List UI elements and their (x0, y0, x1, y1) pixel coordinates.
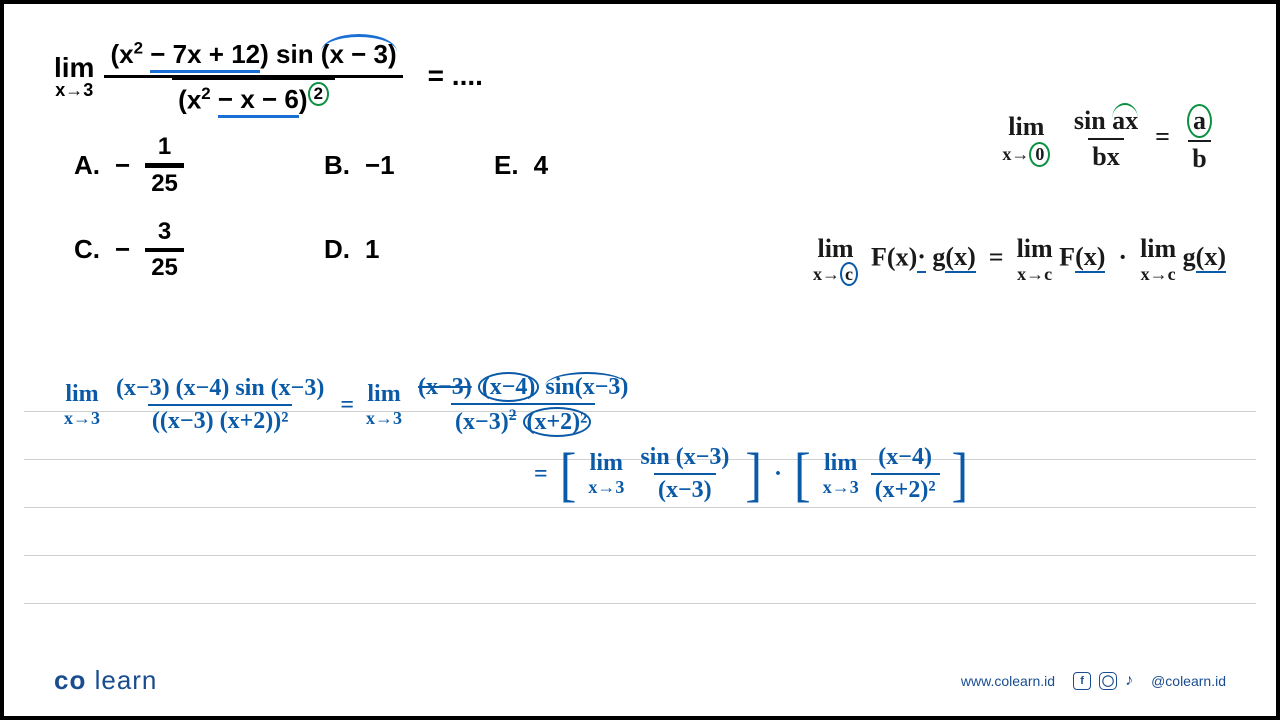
w1r-lim: lim (367, 381, 400, 408)
rule1-lim: lim (1008, 112, 1044, 142)
facebook-icon: f (1073, 672, 1091, 690)
w2-b2-lim: lim (824, 450, 857, 477)
w1-sub: x→3 (64, 408, 100, 429)
social-icons: f ◯ ♪ (1073, 672, 1133, 690)
option-a-prefix: − (115, 150, 130, 181)
logo-part1: co (54, 665, 86, 695)
work-area: lim x→3 (x−3) (x−4) sin (x−3) ((x−3) (x+… (64, 374, 1216, 512)
rule1-eq: = (1155, 122, 1170, 151)
work-line-1: lim x→3 (x−3) (x−4) sin (x−3) ((x−3) (x+… (64, 374, 1216, 436)
numerator: (x2 − 7x + 12) sin (x − 3) (104, 34, 402, 75)
rule2-lim: lim (817, 234, 853, 264)
footer-handle: @colearn.id (1151, 673, 1226, 689)
option-e-label: E. (494, 150, 519, 181)
option-a: A. − 1 25 (74, 133, 324, 198)
option-c: C. − 3 25 (74, 218, 324, 283)
rule1-rhs-a: a (1187, 104, 1212, 138)
rule1-zero: 0 (1029, 142, 1050, 167)
rule1-rhs-b: b (1188, 140, 1210, 174)
option-d-label: D. (324, 234, 350, 265)
footer-right: www.colearn.id f ◯ ♪ @colearn.id (961, 672, 1226, 690)
equals-blank: = .... (428, 60, 483, 92)
w2-b2-sub: x→3 (823, 477, 859, 498)
option-e-value: 4 (534, 150, 548, 181)
option-c-frac: 3 25 (145, 218, 184, 283)
option-c-label: C. (74, 234, 100, 265)
problem-fraction: (x2 − 7x + 12) sin (x − 3) (x2 − x − 6)2 (104, 34, 402, 118)
rule1-den: bx (1088, 138, 1123, 172)
denominator: (x2 − x − 6)2 (172, 78, 335, 119)
logo-part2: learn (95, 665, 158, 695)
instagram-icon: ◯ (1099, 672, 1117, 690)
footer: co learn www.colearn.id f ◯ ♪ @colearn.i… (54, 665, 1226, 696)
option-d: D. 1 (324, 218, 494, 283)
rule-product-limit: lim x→c F(x)· g(x) = lim x→c F(x) · lim … (813, 234, 1226, 285)
option-d-value: 1 (365, 234, 379, 265)
limit-operator: lim x→3 (54, 52, 94, 101)
rule2-r1-sub: x→c (1017, 264, 1052, 285)
w1r-sub: x→3 (366, 408, 402, 429)
w2-b1-sub: x→3 (588, 477, 624, 498)
rule2-r2-sub: x→c (1141, 264, 1176, 285)
w1-num: (x−3) (x−4) sin (x−3) (112, 375, 328, 404)
option-c-prefix: − (115, 234, 130, 265)
w2-eq: = (534, 461, 548, 488)
option-a-label: A. (74, 150, 100, 181)
option-b-value: −1 (365, 150, 395, 181)
tiktok-icon: ♪ (1125, 672, 1133, 690)
rule2-eq: = (989, 242, 1004, 271)
lim-sub: x→3 (55, 80, 93, 101)
option-b-label: B. (324, 150, 350, 181)
w2-b1-lim: lim (590, 450, 623, 477)
w1-eq: = (340, 392, 354, 419)
option-b: B. −1 (324, 133, 494, 198)
w2-dot: · (774, 461, 782, 488)
option-e: E. 4 (494, 133, 644, 198)
w2-b1-den: (x−3) (654, 473, 716, 504)
w1r-den: (x−3)2 (x+2)² (451, 403, 595, 436)
w2-b2-num: (x−4) (874, 444, 936, 473)
w2-b2-den: (x+2)² (871, 473, 940, 504)
work-line-2: = [ lim x→3 sin (x−3) (x−3) ] · [ lim x→… (534, 444, 1216, 504)
w2-b1-num: sin (x−3) (636, 444, 733, 473)
brand-logo: co learn (54, 665, 157, 696)
option-a-frac: 1 25 (145, 133, 184, 198)
w1r-num: (x−3) (x−4) sin(x−3) (414, 374, 632, 403)
rule2-r1-lim: lim (1017, 234, 1053, 264)
rule1-num: sin ax (1070, 106, 1142, 138)
rule2-r2-lim: lim (1140, 234, 1176, 264)
w1-lim: lim (65, 381, 98, 408)
rule-sin-limit: lim x→0 sin ax bx = a b (1002, 104, 1216, 174)
w1-den: ((x−3) (x+2))² (148, 404, 293, 435)
footer-url: www.colearn.id (961, 673, 1055, 689)
